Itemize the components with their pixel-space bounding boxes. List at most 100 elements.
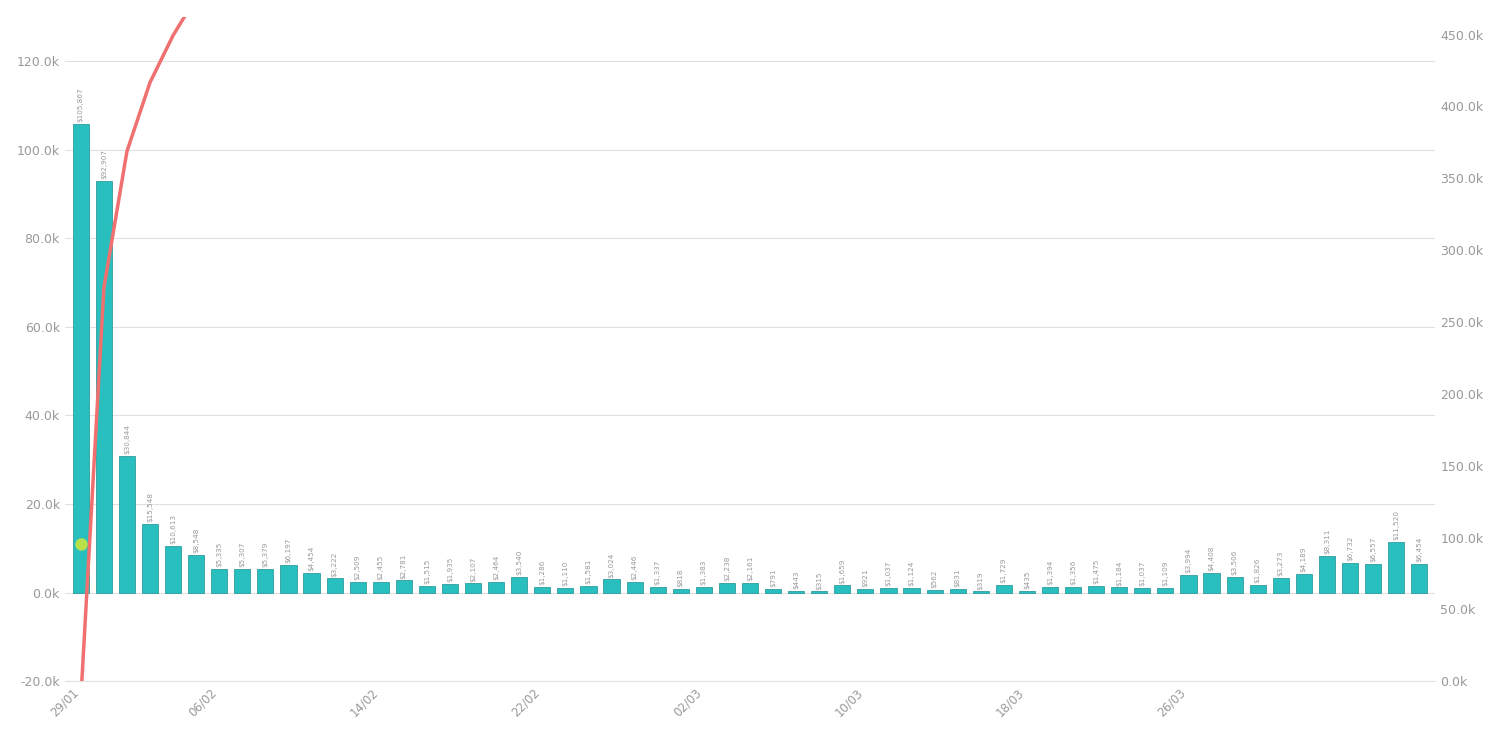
Bar <box>765 590 782 592</box>
Text: $1,935: $1,935 <box>447 557 453 582</box>
Text: $2,446: $2,446 <box>632 555 638 580</box>
Bar <box>465 584 482 592</box>
Text: $1,109: $1,109 <box>1162 561 1168 586</box>
Bar <box>1112 587 1128 592</box>
Text: $2,161: $2,161 <box>747 556 753 581</box>
Text: $2,455: $2,455 <box>378 555 384 580</box>
Text: $8,548: $8,548 <box>194 528 200 553</box>
Bar <box>580 586 597 592</box>
Text: $818: $818 <box>678 569 684 587</box>
Point <box>69 538 93 550</box>
Bar <box>211 569 228 592</box>
Bar <box>1296 574 1312 592</box>
Bar <box>972 591 988 592</box>
Text: $1,475: $1,475 <box>1094 559 1100 584</box>
Bar <box>258 569 273 592</box>
Text: $3,273: $3,273 <box>1278 551 1284 576</box>
Bar <box>812 591 828 592</box>
Bar <box>512 577 528 592</box>
Bar <box>1065 587 1082 592</box>
Bar <box>672 589 688 592</box>
Text: $4,408: $4,408 <box>1209 546 1215 571</box>
Text: $92,907: $92,907 <box>100 149 106 180</box>
Bar <box>996 585 1012 592</box>
Text: $831: $831 <box>954 569 960 587</box>
Text: $3,506: $3,506 <box>1232 550 1238 576</box>
Text: $4,454: $4,454 <box>309 546 315 571</box>
Text: $1,394: $1,394 <box>1047 559 1053 585</box>
Bar <box>1388 542 1404 592</box>
Bar <box>1158 588 1173 592</box>
Bar <box>372 582 388 592</box>
Bar <box>419 586 435 592</box>
Bar <box>1227 577 1242 592</box>
Text: $2,781: $2,781 <box>400 553 406 578</box>
Bar <box>165 545 182 592</box>
Bar <box>1203 573 1219 592</box>
Text: $1,659: $1,659 <box>840 558 846 584</box>
Text: $2,107: $2,107 <box>470 556 476 581</box>
Bar <box>96 181 112 592</box>
Bar <box>1042 587 1058 592</box>
Bar <box>718 583 735 592</box>
Bar <box>627 582 642 592</box>
Bar <box>903 588 920 592</box>
Bar <box>696 587 712 592</box>
Bar <box>1180 575 1197 592</box>
Text: $2,509: $2,509 <box>354 554 360 580</box>
Text: $2,464: $2,464 <box>494 555 500 580</box>
Bar <box>396 581 412 592</box>
Text: $3,540: $3,540 <box>516 550 522 576</box>
Text: $1,184: $1,184 <box>1116 560 1122 586</box>
Bar <box>234 569 250 592</box>
Bar <box>950 589 966 592</box>
Text: $2,238: $2,238 <box>724 556 730 581</box>
Text: $1,337: $1,337 <box>654 559 660 585</box>
Bar <box>327 578 342 592</box>
Bar <box>1250 584 1266 592</box>
Bar <box>1019 591 1035 592</box>
Bar <box>1134 588 1150 592</box>
Text: $6,454: $6,454 <box>1416 537 1422 562</box>
Text: $5,379: $5,379 <box>262 542 268 567</box>
Text: $8,311: $8,311 <box>1324 528 1330 554</box>
Text: $315: $315 <box>816 571 822 590</box>
Text: $1,729: $1,729 <box>1000 558 1006 583</box>
Text: $1,515: $1,515 <box>424 559 430 584</box>
Text: $6,557: $6,557 <box>1370 537 1376 562</box>
Text: $1,826: $1,826 <box>1254 557 1260 583</box>
Text: $1,356: $1,356 <box>1070 559 1076 585</box>
Text: $10,613: $10,613 <box>170 514 176 544</box>
Bar <box>350 581 366 592</box>
Bar <box>603 579 619 592</box>
Bar <box>118 456 135 592</box>
Text: $3,994: $3,994 <box>1185 548 1191 573</box>
Text: $5,307: $5,307 <box>240 542 246 567</box>
Text: $791: $791 <box>770 569 776 587</box>
Bar <box>880 588 897 592</box>
Bar <box>742 583 758 592</box>
Bar <box>1412 564 1428 592</box>
Text: $319: $319 <box>978 571 984 590</box>
Text: $443: $443 <box>794 570 800 589</box>
Bar <box>188 555 204 592</box>
Bar <box>1318 556 1335 592</box>
Bar <box>488 581 504 592</box>
Text: $5,335: $5,335 <box>216 542 222 567</box>
Text: $6,732: $6,732 <box>1347 536 1353 561</box>
Text: $435: $435 <box>1024 570 1030 589</box>
Text: $105,867: $105,867 <box>78 87 84 122</box>
Bar <box>303 573 320 592</box>
Bar <box>858 589 873 592</box>
Text: $1,383: $1,383 <box>700 559 706 585</box>
Text: $1,124: $1,124 <box>909 561 915 586</box>
Bar <box>1272 578 1288 592</box>
Bar <box>834 585 850 592</box>
Bar <box>442 584 458 592</box>
Text: $15,548: $15,548 <box>147 492 153 522</box>
Bar <box>650 587 666 592</box>
Bar <box>558 588 573 592</box>
Bar <box>1365 564 1382 592</box>
Text: $562: $562 <box>932 570 938 589</box>
Bar <box>1088 586 1104 592</box>
